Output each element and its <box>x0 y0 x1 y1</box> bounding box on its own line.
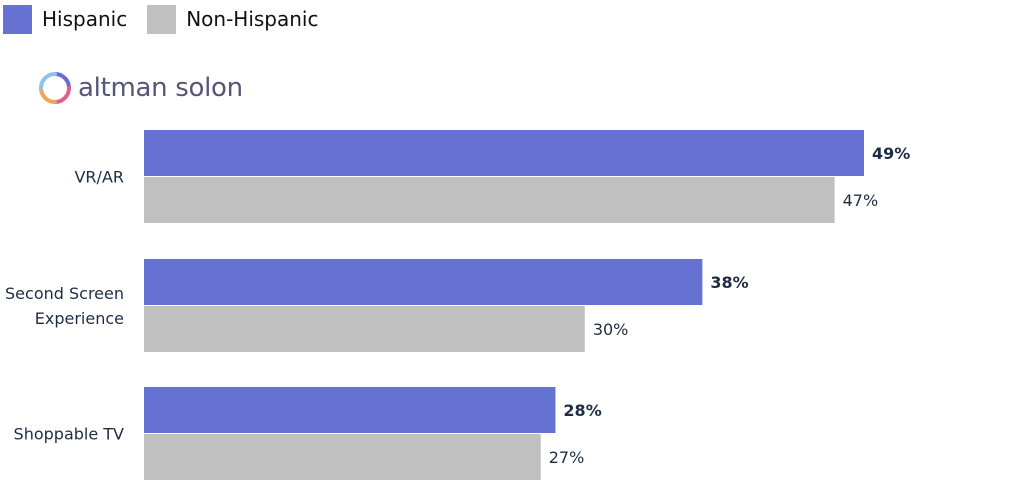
legend-item-non-hispanic: Non-Hispanic <box>147 4 319 34</box>
bar-shoppable-tv-non-hispanic <box>144 434 541 480</box>
logo-text: altman solon <box>78 73 243 103</box>
data-label-shoppable-tv-hispanic: 28% <box>563 401 601 420</box>
legend-item-hispanic: Hispanic <box>3 4 128 34</box>
bar-second-screen-experience-hispanic <box>144 259 703 305</box>
data-label-second-screen-experience-non-hispanic: 30% <box>593 320 629 339</box>
legend-swatch-non-hispanic <box>147 4 177 34</box>
category-label-shoppable-tv: Shoppable TV <box>14 425 125 444</box>
legend-label-hispanic: Hispanic <box>42 7 128 31</box>
legend-swatch-hispanic <box>3 4 32 34</box>
category-label-vr-ar: VR/AR <box>74 168 124 187</box>
data-label-shoppable-tv-non-hispanic: 27% <box>549 448 585 467</box>
bar-shoppable-tv-hispanic <box>144 387 556 433</box>
data-label-second-screen-experience-hispanic: 38% <box>710 273 748 292</box>
category-label-second-screen-experience: Second Screen Experience <box>5 284 124 328</box>
chart-legend: Hispanic Non-Hispanic <box>3 3 339 35</box>
altman-solon-ring-icon <box>39 72 71 104</box>
bar-vr-ar-non-hispanic <box>144 177 835 223</box>
bar-second-screen-experience-non-hispanic <box>144 306 585 352</box>
altman-solon-logo: altman solon <box>38 70 243 106</box>
data-label-vr-ar-hispanic: 49% <box>872 144 910 163</box>
bar-vr-ar-hispanic <box>144 130 864 176</box>
data-label-vr-ar-non-hispanic: 47% <box>843 191 879 210</box>
legend-label-non-hispanic: Non-Hispanic <box>186 7 319 31</box>
